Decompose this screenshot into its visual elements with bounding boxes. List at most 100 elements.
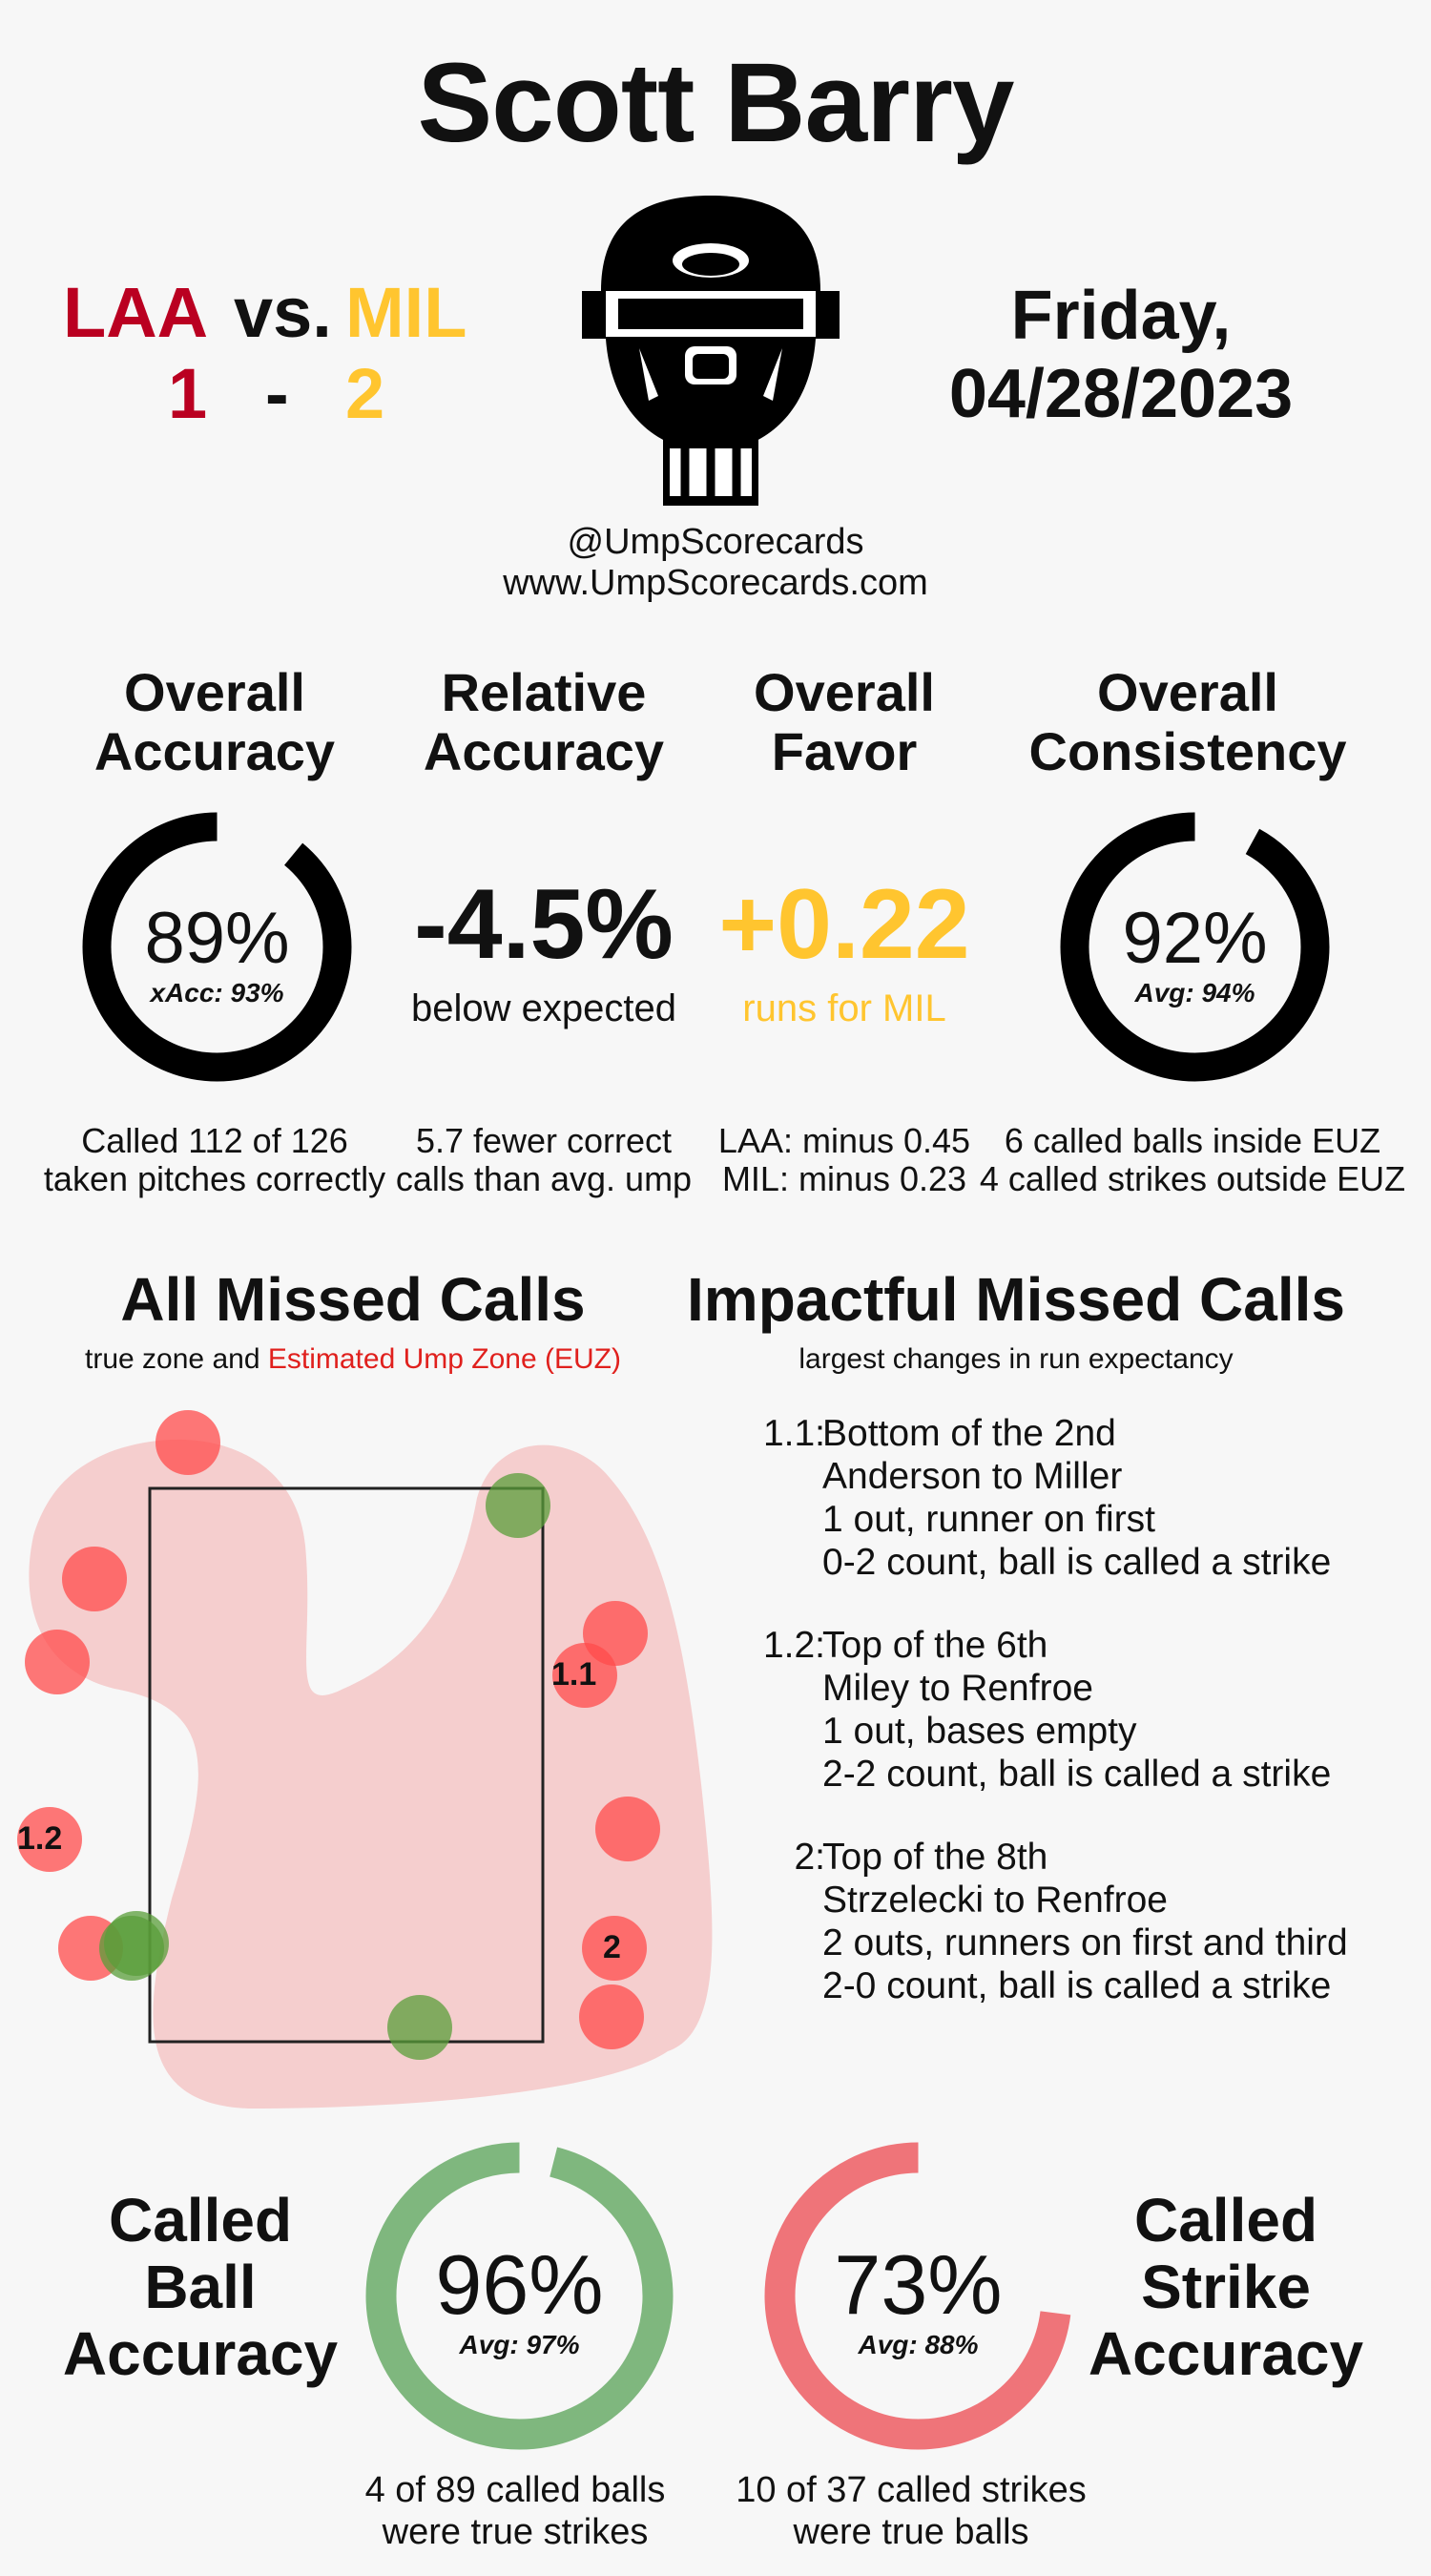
website-url: www.UmpScorecards.com: [503, 563, 928, 603]
impactful-calls-title: Impactful Missed Calls: [687, 1265, 1345, 1334]
called-ball-note-line2: were true strikes: [382, 2512, 649, 2552]
relative-accuracy-sub: below expected: [411, 987, 676, 1029]
away-team: LAA: [63, 273, 209, 352]
relative-accuracy-note-line2: calls than avg. ump: [395, 1159, 693, 1198]
date-weekday: Friday,: [1010, 278, 1232, 354]
overall-accuracy-xacc: xAcc: 93%: [150, 978, 284, 1008]
called-ball-value: 96%: [435, 2237, 604, 2332]
call-1-1-matchup: Anderson to Miller: [822, 1456, 1123, 1497]
true-strike-zone: [148, 1486, 545, 2044]
missed-calls-subtitle-prefix: true zone and: [85, 1343, 260, 1375]
overall-consistency-value: 92%: [1122, 898, 1268, 979]
call-1-2-situation: 1 out, bases empty: [822, 1711, 1137, 1752]
overall-consistency-avg: Avg: 94%: [1134, 978, 1255, 1008]
overall-favor-title: Overall Favor: [706, 663, 983, 781]
missed-calls-subtitle: true zone and Estimated Ump Zone (EUZ): [19, 1343, 687, 1376]
overall-accuracy-title-line1: Overall: [124, 662, 305, 722]
call-detail-1-1: Bottom of the 2nd Anderson to Miller 1 o…: [822, 1412, 1414, 1584]
missed-call-label-2: 2: [603, 1929, 621, 1965]
called-ball-note: 4 of 89 called balls were true strikes: [324, 2469, 706, 2553]
overall-consistency-title: Overall Consistency: [992, 663, 1383, 781]
overall-consistency-note: 6 called balls inside EUZ 4 called strik…: [973, 1122, 1412, 1198]
relative-accuracy-title: Relative Accuracy: [382, 663, 706, 781]
away-score: 1: [168, 354, 208, 433]
overall-accuracy-note-line2: taken pitches correctly: [43, 1159, 386, 1198]
overall-consistency-title-line2: Consistency: [1028, 721, 1347, 781]
called-strike-title-line1: Called: [1133, 2186, 1318, 2254]
called-strike-ring: [764, 2142, 1072, 2450]
overall-consistency-ring: [1060, 812, 1330, 1082]
called-ball-title-line2: Ball: [144, 2253, 257, 2321]
impactful-calls-subtitle: largest changes in run expectancy: [798, 1343, 1234, 1375]
called-strike-value: 73%: [834, 2237, 1003, 2332]
euz-label: Estimated Ump Zone (EUZ): [267, 1343, 621, 1375]
call-2-inning: Top of the 8th: [822, 1837, 1048, 1878]
call-1-1-count: 0-2 count, ball is called a strike: [822, 1542, 1332, 1583]
relative-accuracy-note: 5.7 fewer correct calls than avg. ump: [391, 1122, 696, 1198]
call-1-2-count: 2-2 count, ball is called a strike: [822, 1754, 1332, 1795]
overall-consistency-gauge: 92% Avg: 94%: [1059, 811, 1331, 1083]
called-strike-gauge: 73% Avg: 88%: [763, 2141, 1073, 2451]
call-1-2-matchup: Miley to Renfroe: [822, 1668, 1093, 1709]
overall-accuracy-title-line2: Accuracy: [93, 721, 336, 781]
overall-accuracy-title: Overall Accuracy: [57, 663, 372, 781]
overall-favor-note: LAA: minus 0.45 MIL: minus 0.23: [701, 1122, 987, 1198]
missed-call-dot: [486, 1473, 550, 1538]
missed-calls-title: All Missed Calls: [120, 1265, 586, 1334]
called-ball-title-line3: Accuracy: [62, 2319, 339, 2388]
overall-accuracy-note-line1: Called 112 of 126: [81, 1121, 348, 1160]
missed-call-dot: [99, 1916, 164, 1981]
call-2-situation: 2 outs, runners on first and third: [822, 1922, 1348, 1963]
overall-favor-sub: runs for MIL: [742, 987, 946, 1029]
call-id-2: 2:: [794, 1837, 825, 1878]
called-ball-note-line1: 4 of 89 called balls: [364, 2470, 666, 2510]
home-team: MIL: [345, 273, 467, 352]
called-ball-title: Called Ball Accuracy: [29, 2187, 372, 2387]
euz-region: [29, 1439, 713, 2109]
call-1-1-situation: 1 out, runner on first: [822, 1499, 1156, 1540]
called-ball-title-line1: Called: [108, 2186, 293, 2254]
called-strike-avg: Avg: 88%: [858, 2330, 979, 2359]
missed-call-dot: [579, 1984, 644, 2049]
score-dash: -: [265, 354, 289, 433]
called-strike-note-line1: 10 of 37 called strikes: [736, 2470, 1087, 2510]
call-detail-1-2: Top of the 6th Miley to Renfroe 1 out, b…: [822, 1624, 1414, 1796]
call-id-1-1: 1.1:: [762, 1413, 825, 1454]
missed-call-dot: [156, 1410, 220, 1475]
relative-accuracy-title-line1: Relative: [441, 662, 647, 722]
overall-favor-note-line1: LAA: minus 0.45: [717, 1121, 971, 1160]
overall-accuracy-note: Called 112 of 126 taken pitches correctl…: [29, 1122, 401, 1198]
called-strike-note-line2: were true balls: [793, 2512, 1029, 2552]
twitter-handle: @UmpScorecards: [567, 522, 864, 562]
called-strike-note: 10 of 37 called strikes were true balls: [706, 2469, 1116, 2553]
call-1-2-inning: Top of the 6th: [822, 1625, 1048, 1666]
missed-call-dot: [552, 1643, 617, 1708]
overall-consistency-note-line2: 4 called strikes outside EUZ: [979, 1159, 1406, 1198]
date-value: 04/28/2023: [948, 356, 1294, 432]
called-ball-avg: Avg: 97%: [459, 2330, 580, 2359]
overall-consistency-title-line1: Overall: [1097, 662, 1278, 722]
overall-favor-note-line2: MIL: minus 0.23: [721, 1159, 967, 1198]
relative-accuracy-note-line1: 5.7 fewer correct: [415, 1121, 673, 1160]
umpire-name: Scott Barry: [417, 40, 1014, 166]
home-score: 2: [345, 354, 385, 433]
overall-accuracy-ring: [82, 812, 352, 1082]
called-ball-ring: [365, 2142, 674, 2450]
call-2-matchup: Strzelecki to Renfroe: [822, 1880, 1168, 1921]
overall-accuracy-value: 89%: [144, 898, 290, 979]
strike-zone-plot: 1.1 1.2 2: [0, 1383, 725, 2137]
umpire-mask-icon: [563, 186, 859, 510]
call-2-count: 2-0 count, ball is called a strike: [822, 1965, 1332, 2006]
overall-favor-value: +0.22: [718, 869, 970, 980]
missed-call-label-1-1: 1.1: [551, 1656, 597, 1693]
missed-call-dot: [62, 1547, 127, 1611]
vs-label: vs.: [234, 273, 332, 352]
missed-call-dot: [595, 1797, 660, 1861]
missed-call-dot: [17, 1807, 82, 1872]
called-strike-title-line2: Strike: [1141, 2253, 1311, 2321]
overall-favor-title-line2: Favor: [771, 721, 918, 781]
called-strike-title-line3: Accuracy: [1088, 2319, 1364, 2388]
overall-accuracy-gauge: 89% xAcc: 93%: [81, 811, 353, 1083]
missed-call-label-1-2: 1.2: [17, 1820, 63, 1857]
missed-call-dot: [387, 1995, 452, 2060]
